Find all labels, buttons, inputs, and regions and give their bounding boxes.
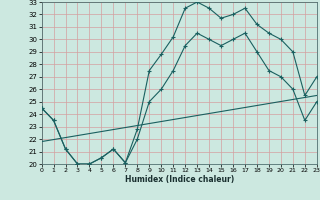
X-axis label: Humidex (Indice chaleur): Humidex (Indice chaleur) [124,175,234,184]
